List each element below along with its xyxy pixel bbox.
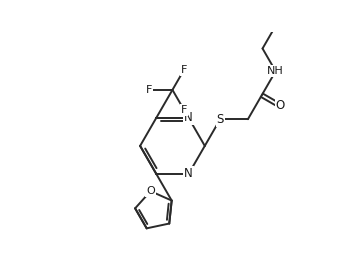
Text: O: O: [146, 186, 155, 196]
Text: F: F: [146, 85, 152, 95]
Text: O: O: [276, 99, 285, 113]
Text: F: F: [181, 105, 187, 115]
Text: S: S: [217, 113, 224, 126]
Text: NH: NH: [267, 66, 284, 76]
Text: N: N: [184, 111, 193, 124]
Text: F: F: [181, 65, 187, 75]
Text: N: N: [184, 167, 193, 180]
